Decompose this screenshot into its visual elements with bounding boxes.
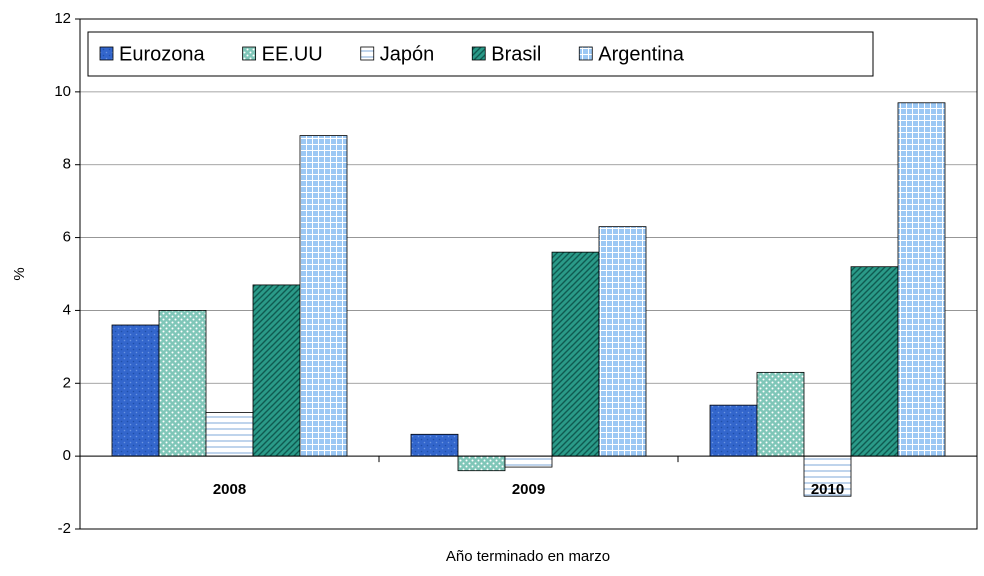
bar	[803, 455, 852, 497]
bar	[158, 310, 207, 457]
y-axis-label: %	[11, 267, 28, 280]
bar	[850, 266, 899, 457]
legend-swatch	[578, 46, 593, 61]
bar	[897, 102, 946, 457]
bar	[709, 404, 758, 457]
x-tick-label: 2009	[512, 481, 545, 498]
y-tick-label: 6	[63, 229, 71, 246]
bar	[252, 284, 301, 457]
bar	[551, 251, 600, 457]
y-tick-label: 8	[63, 156, 71, 173]
legend-swatch	[242, 46, 257, 61]
bar	[111, 324, 160, 457]
y-tick-label: 4	[63, 301, 71, 318]
bar	[457, 455, 506, 472]
x-tick-label: 2008	[213, 481, 246, 498]
legend-label: Japón	[380, 43, 435, 65]
legend-swatch	[99, 46, 114, 61]
legend-label: Brasil	[491, 43, 541, 65]
y-tick-label: 0	[63, 447, 71, 464]
legend-swatch	[360, 46, 375, 61]
bar	[205, 412, 254, 457]
y-tick-label: 2	[63, 374, 71, 391]
bar	[504, 455, 553, 468]
x-axis-label: Año terminado en marzo	[446, 548, 610, 565]
bar	[598, 226, 647, 457]
plot-frame	[79, 18, 978, 530]
legend-label: Eurozona	[119, 43, 205, 65]
legend-label: Argentina	[598, 43, 684, 65]
bar	[756, 371, 805, 457]
legend-swatch	[471, 46, 486, 61]
legend-label: EE.UU	[262, 43, 323, 65]
bar	[299, 135, 348, 457]
y-tick-label: -2	[58, 520, 71, 537]
y-tick-label: 12	[54, 10, 71, 27]
y-tick-label: 10	[54, 83, 71, 100]
bar	[410, 433, 459, 457]
x-tick-label: 2010	[811, 481, 844, 498]
